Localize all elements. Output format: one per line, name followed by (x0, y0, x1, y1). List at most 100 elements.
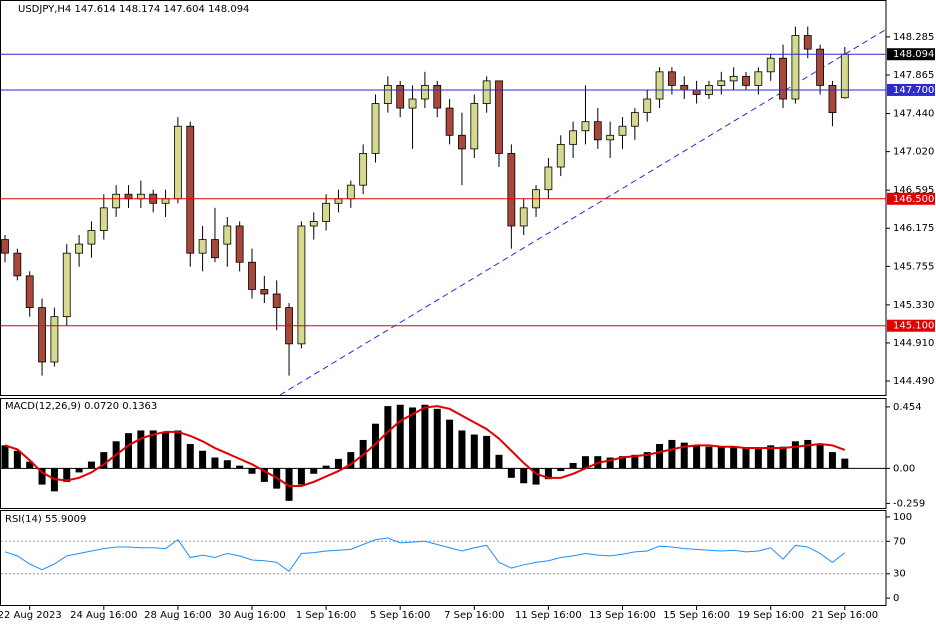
candle-body (606, 134, 615, 141)
candle-body (717, 80, 726, 86)
trend-line (279, 29, 886, 396)
candle-body (322, 202, 331, 222)
level-tag-label: 146.500 (893, 194, 934, 205)
y-tick-label: 144.490 (893, 376, 934, 387)
candle-body (75, 243, 83, 254)
candle-body (136, 193, 145, 200)
macd-bar (705, 446, 713, 469)
macd-panel-frame (0, 398, 887, 509)
x-tick-label: 28 Aug 16:00 (144, 610, 211, 621)
macd-bar (483, 435, 491, 469)
candle-body (87, 230, 96, 245)
x-tick-label: 21 Sep 16:00 (811, 610, 878, 621)
candle-body (396, 85, 405, 109)
y-tick-label: 70 (893, 536, 906, 547)
macd-bar (297, 468, 305, 485)
macd-bar (199, 450, 207, 469)
y-tick-label: 145.330 (893, 300, 934, 311)
x-tick-label: 5 Sep 16:00 (370, 610, 430, 621)
x-tick-label: 19 Sep 16:00 (737, 610, 804, 621)
macd-bar (396, 404, 404, 469)
price-panel-frame (0, 0, 887, 396)
y-tick-label: 144.910 (893, 338, 934, 349)
rsi-title: RSI(14) 55.9009 (5, 514, 86, 525)
macd-bar (223, 460, 231, 469)
x-tick-label: 7 Sep 16:00 (444, 610, 504, 621)
candle-body (408, 98, 417, 109)
y-tick-label: 145.755 (893, 261, 934, 272)
candle-body (173, 125, 182, 200)
x-tick-label: 22 Aug 2023 (0, 610, 62, 621)
candle-body (828, 85, 837, 114)
macd-bar (569, 462, 577, 469)
candle-body (50, 316, 59, 363)
candle-body (161, 198, 170, 204)
macd-bar (804, 439, 812, 469)
candle-body (581, 121, 590, 132)
candle-body (371, 103, 380, 154)
candle-body (544, 166, 553, 191)
macd-bar (334, 458, 342, 469)
macd-bar (656, 444, 664, 469)
candle-body (593, 121, 602, 141)
y-tick-label: 0 (893, 593, 899, 604)
macd-bar (631, 454, 639, 469)
candle-body (482, 80, 491, 104)
macd-bar (13, 450, 21, 469)
y-tick-label: 146.595 (893, 185, 934, 196)
macd-bar (544, 468, 552, 480)
candle-body (99, 207, 108, 231)
x-tick-label: 24 Aug 16:00 (70, 610, 137, 621)
macd-bar (409, 407, 417, 469)
candle-body (383, 85, 392, 104)
candle-body (458, 134, 466, 150)
macd-bar (532, 468, 540, 485)
macd-bar (137, 430, 145, 469)
macd-bar (446, 419, 454, 469)
level-tag-label: 145.100 (893, 321, 934, 332)
macd-bar (162, 431, 170, 469)
y-tick-label: 146.175 (893, 223, 934, 234)
macd-bar (186, 444, 194, 469)
macd-bar (211, 457, 219, 469)
y-tick-label: 0.00 (893, 463, 915, 474)
macd-bar (693, 445, 701, 469)
y-tick-label: -0.259 (893, 498, 925, 509)
candle-body (248, 261, 256, 290)
candle-body (272, 293, 281, 308)
y-tick-label: 30 (893, 569, 906, 580)
candle-body (1, 239, 9, 254)
x-tick-label: 1 Sep 16:00 (296, 610, 356, 621)
candle-body (260, 289, 269, 295)
candle-body (186, 125, 195, 254)
candle-body (433, 85, 442, 109)
candle-body (359, 153, 368, 186)
candle-body (25, 275, 34, 308)
candle-body (618, 125, 627, 136)
candle-body (211, 239, 219, 259)
macd-bar (38, 468, 46, 485)
macd-bar (26, 461, 34, 469)
macd-bar (260, 468, 268, 482)
y-tick-label: 147.020 (893, 147, 934, 158)
candle-body (840, 53, 849, 99)
candle-body (223, 225, 232, 245)
macd-bar (754, 448, 762, 469)
macd-bar (75, 468, 83, 473)
x-tick-label: 15 Sep 16:00 (663, 610, 730, 621)
x-tick-label: 13 Sep 16:00 (589, 610, 656, 621)
candle-body (754, 71, 763, 86)
candle-body (643, 98, 652, 114)
macd-bar (816, 444, 824, 469)
candle-body (420, 85, 429, 100)
macd-bar (841, 458, 849, 469)
candle-body (346, 184, 355, 200)
level-tag (887, 192, 935, 205)
macd-bar (507, 468, 515, 478)
macd-bar (310, 468, 318, 474)
macd-bar (619, 456, 626, 469)
y-tick-label: 0.454 (893, 402, 922, 413)
macd-bar (458, 430, 466, 469)
y-tick-label: 147.865 (893, 70, 934, 81)
